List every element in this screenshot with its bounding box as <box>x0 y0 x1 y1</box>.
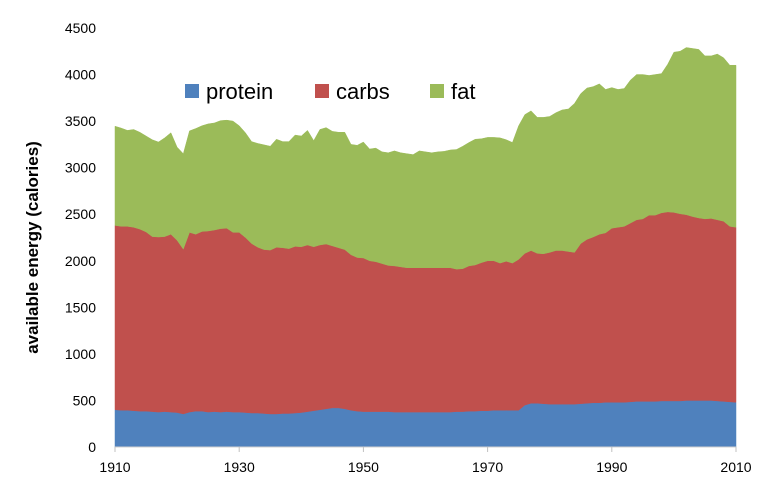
x-tick-label-1950: 1950 <box>348 459 379 475</box>
y-tick-label-3000: 3000 <box>65 160 96 176</box>
legend-label-carbs: carbs <box>336 79 390 104</box>
legend-label-protein: protein <box>206 79 273 104</box>
legend-swatch-protein <box>185 84 199 98</box>
x-axis-tick-labels: 1910 1930 1950 1970 1990 2010 <box>99 459 751 475</box>
y-tick-label-3500: 3500 <box>65 113 96 129</box>
y-tick-label-4500: 4500 <box>65 20 96 36</box>
legend: protein carbs fat <box>185 79 475 104</box>
legend-swatch-carbs <box>315 84 329 98</box>
x-tick-label-2010: 2010 <box>720 459 751 475</box>
y-tick-label-1000: 1000 <box>65 346 96 362</box>
y-tick-label-4000: 4000 <box>65 67 96 83</box>
x-axis-ticks <box>114 447 737 452</box>
area-series-fat <box>114 47 737 270</box>
y-axis-tick-labels: 0 500 1000 1500 2000 2500 3000 3500 4000 4500 <box>65 20 96 455</box>
y-tick-label-500: 500 <box>73 392 97 408</box>
y-tick-label-1500: 1500 <box>65 299 96 315</box>
legend-swatch-fat <box>430 84 444 98</box>
x-tick-label-1930: 1930 <box>224 459 255 475</box>
x-tick-label-1970: 1970 <box>472 459 503 475</box>
y-tick-label-0: 0 <box>88 439 96 455</box>
y-tick-label-2000: 2000 <box>65 253 96 269</box>
y-axis-label: available energy (calories) <box>23 141 42 354</box>
y-tick-label-2500: 2500 <box>65 206 96 222</box>
area-series-group <box>114 47 737 448</box>
legend-label-fat: fat <box>451 79 475 104</box>
x-tick-label-1990: 1990 <box>596 459 627 475</box>
x-tick-label-1910: 1910 <box>99 459 130 475</box>
